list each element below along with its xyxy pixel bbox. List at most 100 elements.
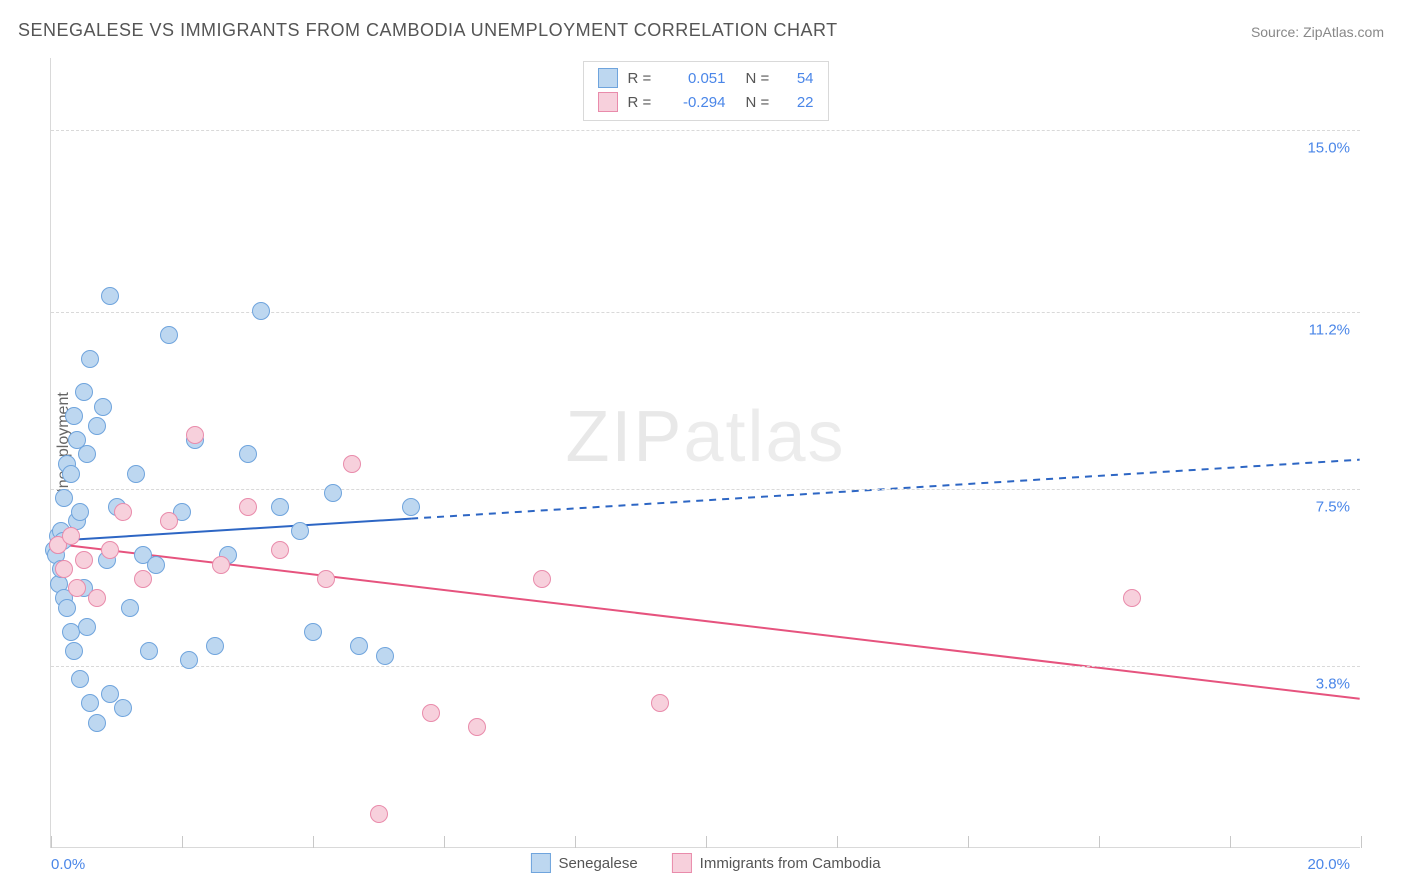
data-point-senegalese bbox=[304, 623, 322, 641]
data-point-cambodia bbox=[212, 556, 230, 574]
data-point-senegalese bbox=[127, 465, 145, 483]
data-point-cambodia bbox=[533, 570, 551, 588]
trend-line-senegalese bbox=[51, 519, 411, 541]
x-tick bbox=[313, 836, 314, 848]
data-point-senegalese bbox=[147, 556, 165, 574]
legend-label-cambodia: Immigrants from Cambodia bbox=[700, 855, 881, 872]
n-label: N = bbox=[736, 70, 774, 87]
r-value-cambodia: -0.294 bbox=[666, 94, 726, 111]
data-point-cambodia bbox=[343, 455, 361, 473]
data-point-senegalese bbox=[271, 498, 289, 516]
r-value-senegalese: 0.051 bbox=[666, 70, 726, 87]
data-point-senegalese bbox=[78, 618, 96, 636]
n-value-senegalese: 54 bbox=[784, 70, 814, 87]
data-point-senegalese bbox=[62, 623, 80, 641]
source-link[interactable]: ZipAtlas.com bbox=[1303, 24, 1384, 40]
gridline bbox=[51, 130, 1360, 131]
y-tick-label: 11.2% bbox=[1309, 321, 1350, 338]
data-point-cambodia bbox=[160, 512, 178, 530]
stats-row-cambodia: R = -0.294 N = 22 bbox=[598, 90, 814, 114]
gridline bbox=[51, 489, 1360, 490]
data-point-senegalese bbox=[180, 651, 198, 669]
data-point-senegalese bbox=[88, 714, 106, 732]
chart-title: SENEGALESE VS IMMIGRANTS FROM CAMBODIA U… bbox=[18, 20, 838, 41]
data-point-senegalese bbox=[252, 302, 270, 320]
x-tick bbox=[1361, 836, 1362, 848]
data-point-senegalese bbox=[160, 326, 178, 344]
data-point-senegalese bbox=[81, 350, 99, 368]
data-point-senegalese bbox=[291, 522, 309, 540]
data-point-cambodia bbox=[68, 579, 86, 597]
data-point-cambodia bbox=[101, 541, 119, 559]
data-point-cambodia bbox=[62, 527, 80, 545]
series-legend: Senegalese Immigrants from Cambodia bbox=[530, 853, 880, 873]
data-point-cambodia bbox=[422, 704, 440, 722]
x-tick bbox=[182, 836, 183, 848]
swatch-senegalese bbox=[598, 68, 618, 88]
y-tick-label: 7.5% bbox=[1316, 498, 1350, 515]
x-tick bbox=[1230, 836, 1231, 848]
data-point-cambodia bbox=[370, 805, 388, 823]
x-axis-max-label: 20.0% bbox=[1307, 856, 1350, 873]
data-point-senegalese bbox=[101, 685, 119, 703]
swatch-cambodia bbox=[598, 92, 618, 112]
data-point-senegalese bbox=[58, 599, 76, 617]
data-point-senegalese bbox=[206, 637, 224, 655]
r-label: R = bbox=[628, 70, 656, 87]
data-point-cambodia bbox=[134, 570, 152, 588]
data-point-cambodia bbox=[114, 503, 132, 521]
data-point-senegalese bbox=[114, 699, 132, 717]
data-point-senegalese bbox=[55, 489, 73, 507]
y-tick-label: 3.8% bbox=[1316, 676, 1350, 693]
data-point-senegalese bbox=[75, 383, 93, 401]
swatch-senegalese bbox=[530, 853, 550, 873]
data-point-cambodia bbox=[55, 560, 73, 578]
stats-legend: R = 0.051 N = 54 R = -0.294 N = 22 bbox=[583, 61, 829, 121]
x-tick bbox=[968, 836, 969, 848]
x-tick bbox=[51, 836, 52, 848]
gridline bbox=[51, 666, 1360, 667]
data-point-senegalese bbox=[65, 642, 83, 660]
data-point-senegalese bbox=[140, 642, 158, 660]
legend-item-cambodia: Immigrants from Cambodia bbox=[672, 853, 881, 873]
trend-line-cambodia bbox=[51, 543, 1359, 698]
data-point-senegalese bbox=[121, 599, 139, 617]
data-point-senegalese bbox=[376, 647, 394, 665]
data-point-senegalese bbox=[65, 407, 83, 425]
data-point-senegalese bbox=[402, 498, 420, 516]
data-point-cambodia bbox=[239, 498, 257, 516]
n-value-cambodia: 22 bbox=[784, 94, 814, 111]
x-tick bbox=[837, 836, 838, 848]
legend-label-senegalese: Senegalese bbox=[558, 855, 637, 872]
data-point-cambodia bbox=[271, 541, 289, 559]
watermark-thin: atlas bbox=[683, 397, 845, 477]
x-axis-origin-label: 0.0% bbox=[51, 856, 85, 873]
data-point-cambodia bbox=[75, 551, 93, 569]
data-point-senegalese bbox=[101, 287, 119, 305]
data-point-cambodia bbox=[317, 570, 335, 588]
data-point-cambodia bbox=[88, 589, 106, 607]
data-point-senegalese bbox=[81, 694, 99, 712]
x-tick bbox=[444, 836, 445, 848]
scatter-plot: ZIPatlas R = 0.051 N = 54 R = -0.294 N =… bbox=[50, 58, 1360, 848]
data-point-senegalese bbox=[324, 484, 342, 502]
x-tick bbox=[575, 836, 576, 848]
data-point-senegalese bbox=[239, 445, 257, 463]
y-tick-label: 15.0% bbox=[1307, 139, 1350, 156]
watermark-bold: ZIP bbox=[565, 397, 683, 477]
source-prefix: Source: bbox=[1251, 24, 1303, 40]
data-point-senegalese bbox=[350, 637, 368, 655]
source-attribution: Source: ZipAtlas.com bbox=[1251, 24, 1384, 40]
data-point-cambodia bbox=[651, 694, 669, 712]
stats-row-senegalese: R = 0.051 N = 54 bbox=[598, 66, 814, 90]
x-tick bbox=[706, 836, 707, 848]
data-point-cambodia bbox=[468, 718, 486, 736]
swatch-cambodia bbox=[672, 853, 692, 873]
data-point-senegalese bbox=[62, 465, 80, 483]
data-point-cambodia bbox=[186, 426, 204, 444]
data-point-senegalese bbox=[88, 417, 106, 435]
r-label: R = bbox=[628, 94, 656, 111]
data-point-cambodia bbox=[1123, 589, 1141, 607]
data-point-senegalese bbox=[71, 503, 89, 521]
x-tick bbox=[1099, 836, 1100, 848]
